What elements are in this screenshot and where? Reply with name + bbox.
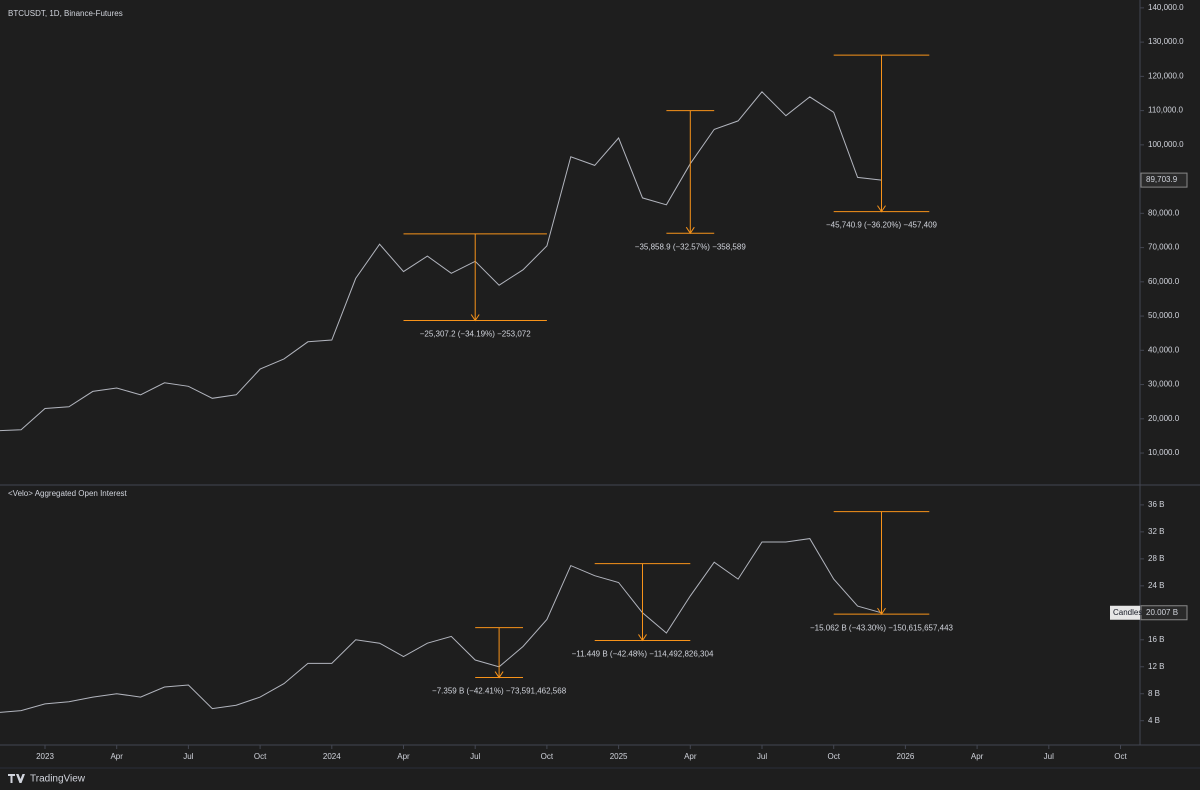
- pane-title: BTCUSDT, 1D, Binance-Futures: [8, 9, 123, 18]
- last-value-tag: [1140, 172, 1188, 188]
- x-tick-label: Oct: [827, 752, 840, 761]
- measure-label: −11.449 B (−42.48%) −114,492,826,304: [572, 650, 714, 659]
- x-tick-label: Apr: [397, 752, 410, 761]
- x-tick-label: Oct: [254, 752, 267, 761]
- x-tick-label: 2024: [323, 752, 341, 761]
- x-tick-label: Jul: [757, 752, 767, 761]
- measure-label: −15.062 B (−43.30%) −150,615,657,443: [810, 623, 954, 632]
- y-tick-label: 60,000.0: [1148, 277, 1180, 286]
- y-tick-label: 130,000.0: [1148, 37, 1184, 46]
- logo: [8, 774, 25, 783]
- y-tick-label: 10,000.0: [1148, 448, 1180, 457]
- y-tick-label: 24 B: [1148, 581, 1164, 590]
- x-tick-label: Jul: [1044, 752, 1054, 761]
- y-tick-label: 110,000.0: [1148, 106, 1184, 115]
- price-line: [0, 538, 882, 713]
- x-tick-label: Oct: [541, 752, 554, 761]
- x-tick-label: 2023: [36, 752, 54, 761]
- x-tick-label: 2026: [897, 752, 915, 761]
- y-tick-label: 30,000.0: [1148, 380, 1180, 389]
- x-tick-label: Oct: [1114, 752, 1127, 761]
- arrow-head: [470, 314, 480, 322]
- y-tick-label: 36 B: [1148, 500, 1164, 509]
- y-tick-label: 50,000.0: [1148, 311, 1180, 320]
- x-tick-label: Jul: [470, 752, 480, 761]
- y-tick-label: 12 B: [1148, 662, 1164, 671]
- last-value-label: 89,703.9: [1146, 175, 1178, 184]
- x-tick-label: 2025: [610, 752, 628, 761]
- footer-brand: TradingView: [30, 774, 86, 785]
- price-line: [0, 91, 882, 432]
- y-tick-label: 80,000.0: [1148, 208, 1180, 217]
- y-tick-label: 20,000.0: [1148, 414, 1180, 423]
- measure-label: −45,740.9 (−36.20%) −457,409: [826, 221, 938, 230]
- last-value-tag: [1140, 605, 1188, 621]
- y-tick-label: 16 B: [1148, 635, 1164, 644]
- x-tick-label: Apr: [110, 752, 123, 761]
- y-tick-label: 120,000.0: [1148, 71, 1184, 80]
- arrow-head: [494, 671, 504, 679]
- measure-label: −7.359 B (−42.41%) −73,591,462,568: [432, 687, 567, 696]
- y-tick-label: 4 B: [1148, 716, 1160, 725]
- series-name-tag: [1110, 605, 1140, 620]
- x-tick-label: Apr: [971, 752, 984, 761]
- y-tick-label: 140,000.0: [1148, 3, 1184, 12]
- measure-label: −25,307.2 (−34.19%) −253,072: [420, 330, 532, 339]
- x-tick-label: Jul: [183, 752, 193, 761]
- y-tick-label: 8 B: [1148, 689, 1160, 698]
- measure-label: −35,858.9 (−32.57%) −358,589: [635, 242, 747, 251]
- arrow-head: [685, 226, 695, 235]
- y-tick-label: 40,000.0: [1148, 345, 1180, 354]
- y-tick-label: 70,000.0: [1148, 243, 1180, 252]
- y-tick-label: 32 B: [1148, 527, 1164, 536]
- arrow-head: [877, 607, 886, 616]
- series-name: Candles: [1113, 608, 1142, 617]
- last-value-label: 20.007 B: [1146, 608, 1178, 617]
- arrow-head: [877, 205, 886, 213]
- pane-title: <Velo> Aggregated Open Interest: [8, 489, 128, 498]
- arrow-head: [638, 634, 647, 642]
- y-tick-label: 100,000.0: [1148, 140, 1184, 149]
- y-tick-label: 28 B: [1148, 554, 1164, 563]
- x-tick-label: Apr: [684, 752, 697, 761]
